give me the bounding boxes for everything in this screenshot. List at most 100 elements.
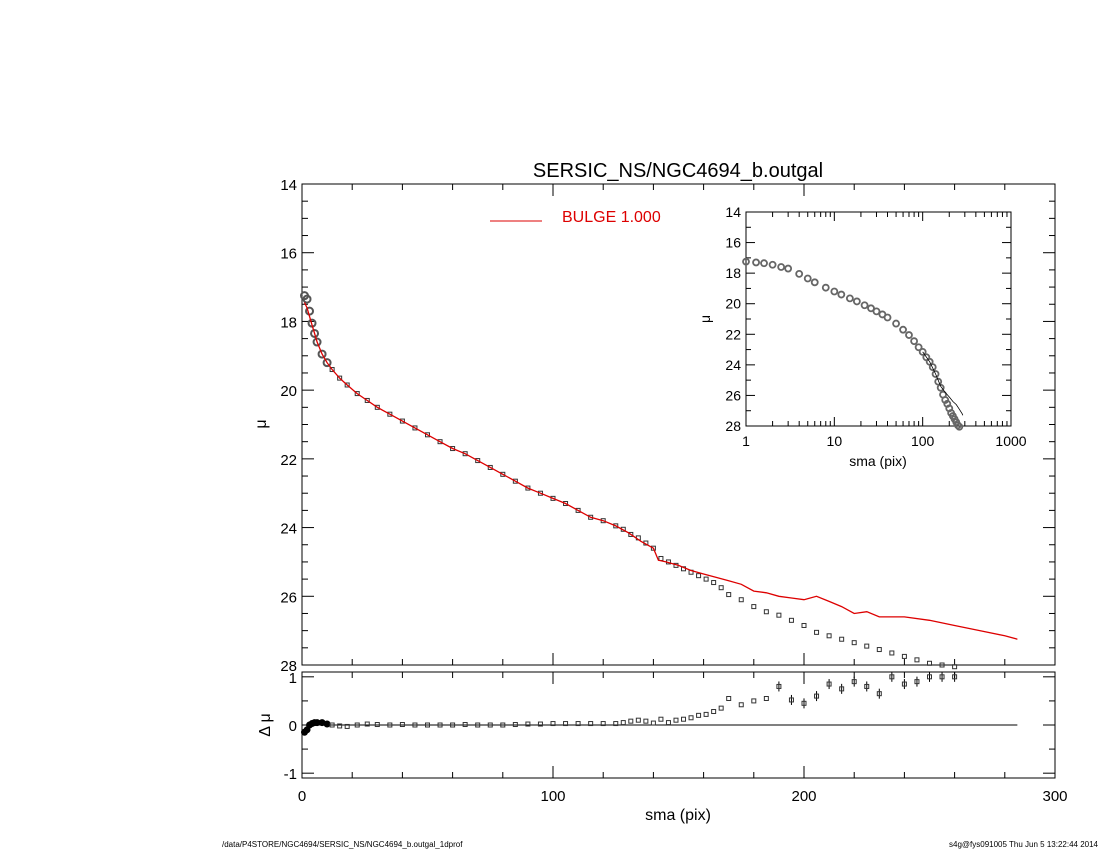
- observed-profile-point: [537, 490, 543, 496]
- observed-profile-point: [487, 464, 493, 470]
- residual-point: [354, 722, 360, 728]
- observed-profile-point: [310, 328, 320, 338]
- residual-point: [475, 722, 481, 728]
- inset-observed-point: [742, 257, 750, 266]
- residual-point: [635, 717, 641, 723]
- residual-point: [337, 723, 343, 729]
- residual-point: [500, 722, 506, 728]
- observed-profile-point: [475, 458, 481, 464]
- inset-observed-point: [872, 307, 881, 316]
- residual-point: [512, 722, 518, 728]
- inset-x-tick-label: 1: [742, 433, 750, 449]
- inset-observed-point: [953, 421, 962, 430]
- residual-point: [751, 698, 757, 704]
- inset-y-tick-label: 16: [725, 235, 741, 251]
- residual-point: [374, 722, 380, 728]
- inset-y-tick-label: 24: [725, 357, 741, 373]
- x-tick-label: 100: [540, 788, 565, 805]
- chart-title: SERSIC_NS/NGC4694_b.outgal: [533, 160, 823, 182]
- inset-observed-point: [910, 337, 919, 346]
- main-y-tick-label: 24: [280, 521, 297, 538]
- observed-profile-point: [354, 391, 360, 397]
- residual-point: [412, 722, 418, 728]
- residual-point: [801, 700, 807, 706]
- residual-point: [952, 674, 958, 680]
- residual-point: [525, 721, 531, 727]
- observed-profile-point: [889, 650, 895, 656]
- observed-profile-point: [374, 404, 380, 410]
- observed-profile-point: [399, 418, 405, 424]
- inset-observed-point: [845, 294, 854, 303]
- inset-observed-point: [803, 274, 812, 283]
- inset-y-tick-label: 14: [725, 204, 741, 220]
- inset-observed-point: [860, 301, 869, 310]
- footer-timestamp: s4g@fys091005 Thu Jun 5 13:22:44 2014: [949, 840, 1098, 849]
- observed-profile-point: [901, 653, 907, 659]
- legend-label: BULGE 1.000: [562, 209, 661, 226]
- observed-profile-point: [826, 633, 832, 639]
- residual-point: [788, 697, 794, 703]
- observed-profile-point: [317, 349, 327, 359]
- inset-observed-point: [955, 422, 964, 431]
- inset-data-layer: [742, 257, 964, 431]
- residual-point: [575, 721, 581, 727]
- inset-observed-point: [784, 264, 793, 273]
- inset-x-tick-label: 1000: [995, 433, 1026, 449]
- inset-observed-point: [830, 287, 839, 296]
- observed-profile-point: [738, 597, 744, 603]
- observed-profile-point: [801, 622, 807, 628]
- observed-profile-point: [939, 662, 945, 668]
- residual-point: [387, 722, 393, 728]
- inset-x-tick-label: 100: [911, 433, 935, 449]
- inset-observed-point: [837, 290, 846, 299]
- residual-point: [450, 722, 456, 728]
- inset-observed-point: [905, 331, 913, 339]
- residual-point: [425, 722, 430, 728]
- x-axis-label: sma (pix): [645, 807, 711, 824]
- inset-observed-point: [795, 270, 804, 278]
- observed-profile-point: [876, 647, 882, 653]
- observed-profile-point: [437, 439, 443, 445]
- residual-point: [901, 681, 907, 687]
- inset-observed-point: [892, 319, 900, 328]
- residual-point: [487, 722, 493, 728]
- observed-profile-point: [500, 471, 506, 477]
- inset-y-tick-label: 22: [725, 326, 741, 342]
- residual-point: [650, 720, 656, 726]
- inset-observed-point: [936, 383, 945, 392]
- residual-point: [726, 696, 732, 701]
- inset-observed-point: [777, 263, 786, 271]
- residual-point: [643, 718, 649, 724]
- residual-point: [927, 674, 932, 680]
- residual-point: [665, 720, 671, 726]
- residual-point: [814, 693, 820, 699]
- residual-point: [718, 705, 724, 711]
- observed-profile-point: [613, 523, 619, 529]
- observed-profile-point: [650, 545, 656, 551]
- inset-observed-point: [867, 304, 875, 313]
- residual-point: [323, 720, 331, 728]
- observed-profile-point: [312, 337, 322, 347]
- inset-observed-point: [852, 297, 861, 306]
- x-tick-label: 0: [298, 788, 306, 805]
- observed-profile-point: [751, 604, 757, 610]
- inset-y-tick-label: 28: [725, 418, 741, 434]
- residual-point: [864, 683, 870, 689]
- inset-observed-point: [760, 259, 768, 268]
- observed-profile-point: [450, 446, 456, 452]
- main-y-tick-label: 22: [280, 452, 297, 469]
- observed-profile-point: [425, 432, 430, 438]
- observed-profile-point: [914, 657, 920, 663]
- inset-observed-point: [918, 347, 927, 356]
- residual-point: [537, 721, 543, 727]
- inset-plot-frame: [745, 211, 1012, 427]
- inset-observed-point: [883, 313, 892, 322]
- residual-point: [776, 683, 782, 689]
- inset-y-tick-label: 20: [725, 296, 741, 312]
- residual-point: [851, 679, 857, 685]
- observed-profile-point: [952, 664, 958, 670]
- x-tick-label: 200: [791, 788, 816, 805]
- main-data-layer: [300, 291, 1018, 670]
- observed-profile-point: [726, 592, 732, 598]
